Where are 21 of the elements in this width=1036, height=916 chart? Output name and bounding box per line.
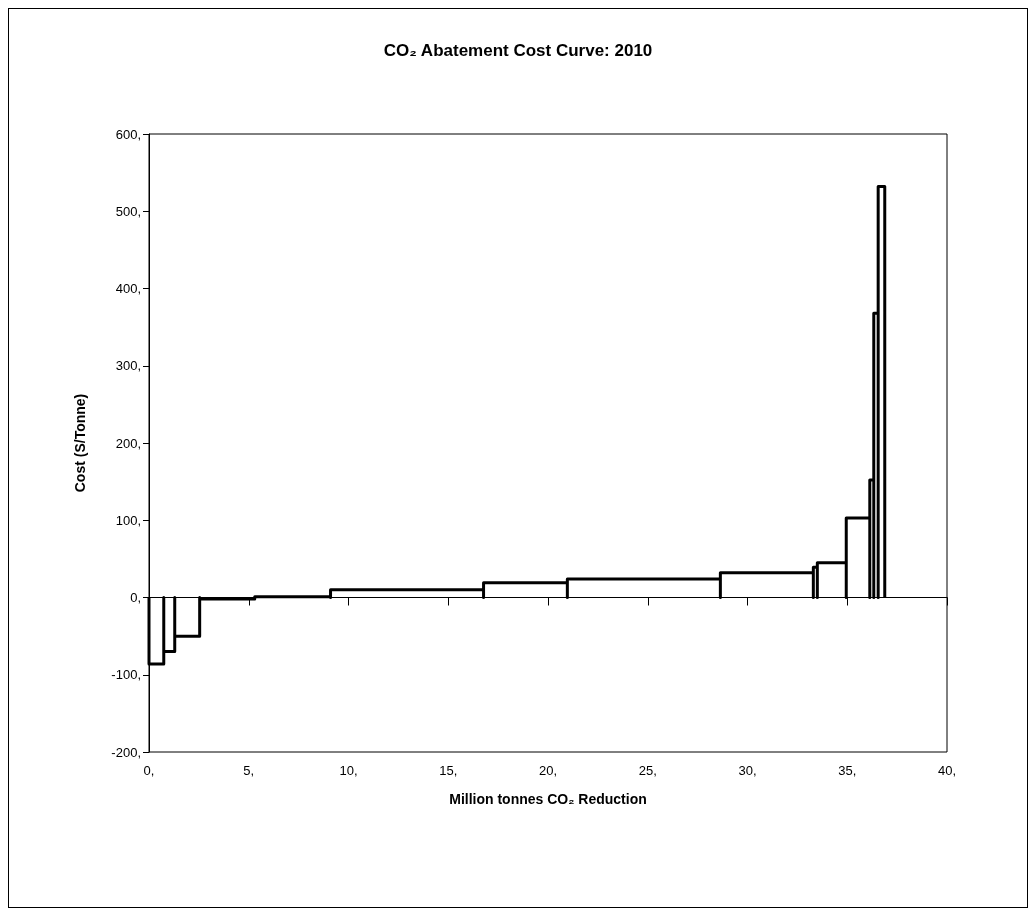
- y-tick-label: 0,: [130, 590, 141, 605]
- x-tick-label: 30,: [738, 763, 757, 778]
- x-tick-label: 20,: [538, 763, 558, 778]
- x-tick-label: 40,: [937, 763, 957, 778]
- x-axis-title: Million tonnes CO₂ Reduction: [449, 791, 647, 807]
- x-tick-label: 10,: [339, 763, 358, 778]
- x-tick-label: 0,: [143, 763, 155, 778]
- y-axis-title: Cost (S/Tonne): [72, 393, 88, 493]
- x-tick-label: 35,: [838, 763, 857, 778]
- y-tick-label: 400,: [115, 281, 141, 296]
- y-tick-label: 200,: [115, 435, 141, 451]
- y-tick-label: 500,: [115, 203, 141, 219]
- y-tick-label: -100,: [111, 667, 141, 683]
- y-tick-label: -200,: [111, 744, 141, 760]
- x-tick-label: 5,: [243, 763, 255, 778]
- y-tick-label: 600,: [115, 126, 141, 142]
- chart-title: CO₂ Abatement Cost Curve: 2010: [383, 41, 653, 60]
- y-tick-label: 300,: [115, 358, 141, 374]
- x-tick-label: 15,: [439, 763, 458, 778]
- y-tick-label: 100,: [115, 512, 141, 528]
- x-tick-label: 25,: [638, 763, 657, 778]
